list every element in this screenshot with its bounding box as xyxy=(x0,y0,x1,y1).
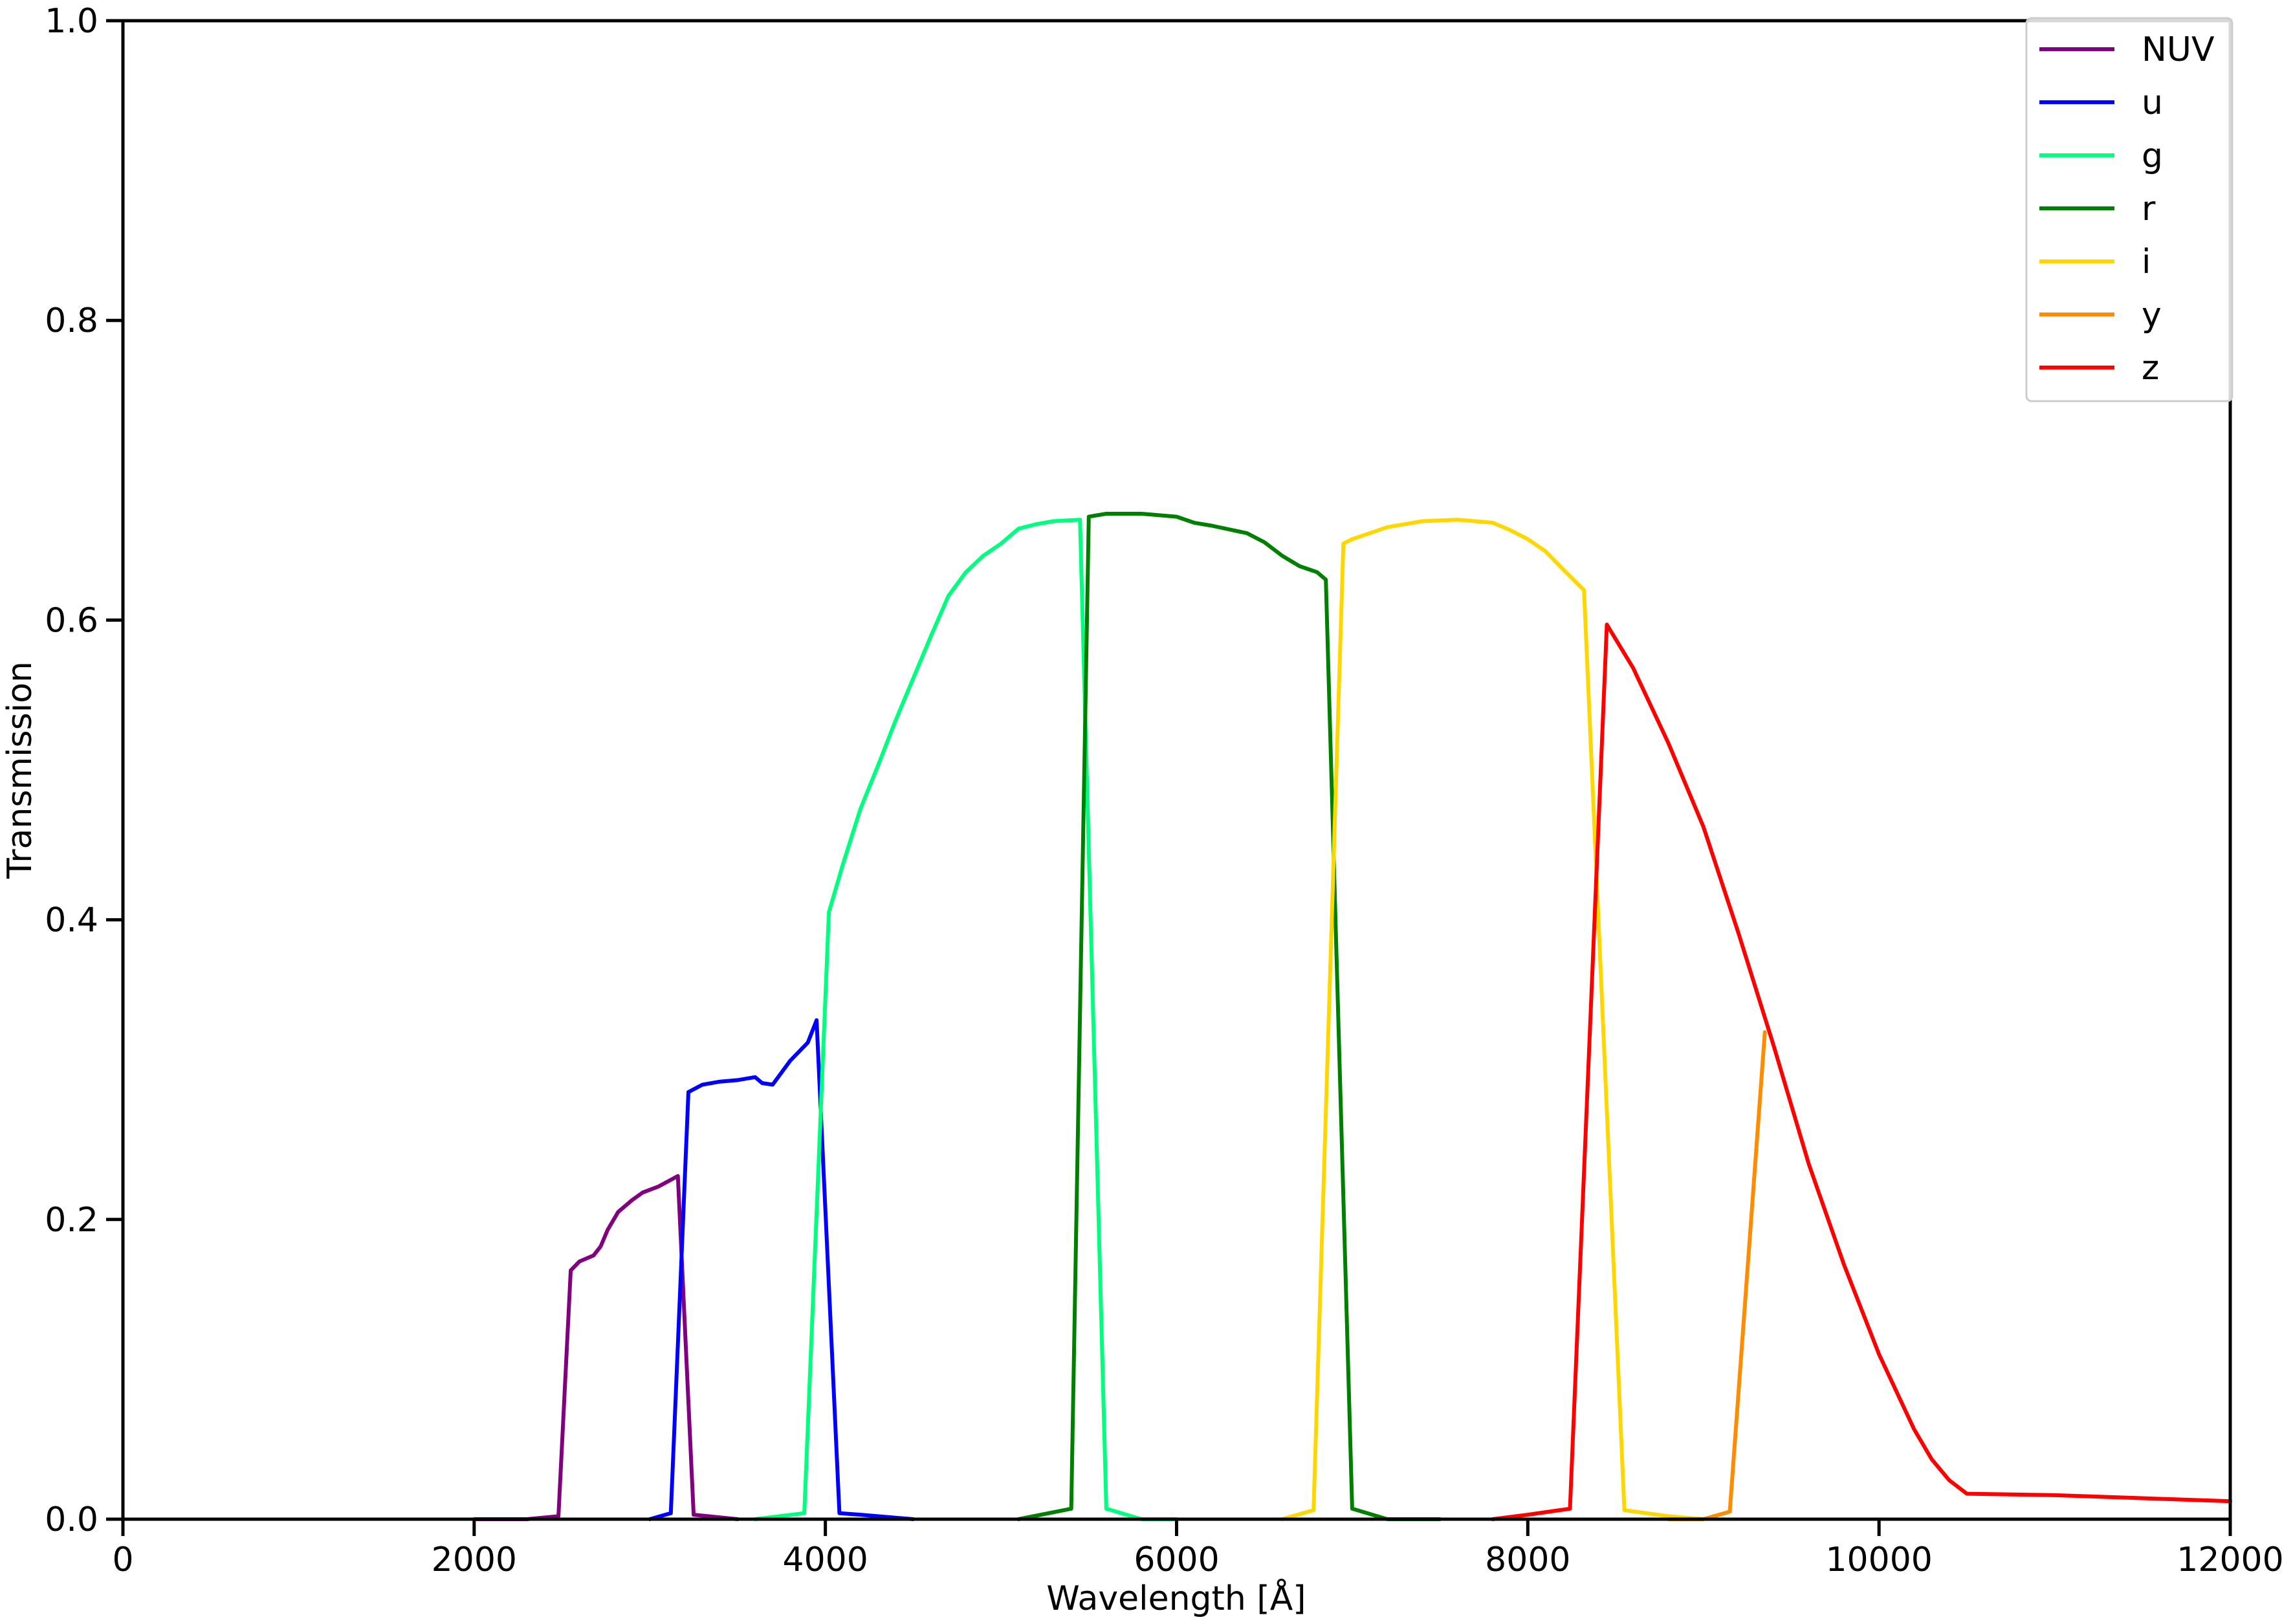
x-tick-label: 0 xyxy=(112,1541,133,1579)
x-tick-label: 4000 xyxy=(782,1541,868,1579)
legend-label-u: u xyxy=(2142,83,2163,122)
x-axis-ticks: 0 2000 4000 6000 8000 10000 12000 xyxy=(112,1519,2284,1579)
x-tick-label: 2000 xyxy=(432,1541,517,1579)
legend-label-g: g xyxy=(2142,137,2163,175)
y-tick-label: 1.0 xyxy=(45,2,98,41)
y-tick-label: 0.6 xyxy=(45,601,98,640)
legend-label-z: z xyxy=(2142,349,2159,388)
legend-label-r: r xyxy=(2142,190,2156,228)
legend-label-y: y xyxy=(2142,296,2162,335)
series-line-i xyxy=(1280,518,1706,1521)
y-tick-label: 0.0 xyxy=(45,1500,98,1539)
series-line-u xyxy=(648,1018,916,1521)
x-tick-label: 10000 xyxy=(1825,1541,1932,1579)
legend-frame xyxy=(2025,17,2233,402)
y-axis-label: Transmission xyxy=(1,661,39,879)
y-axis-ticks: 0.0 0.2 0.4 0.6 0.8 1.0 xyxy=(45,2,123,1539)
x-axis-label: Wavelength [Å] xyxy=(1046,1578,1306,1618)
x-tick-label: 12000 xyxy=(2177,1541,2283,1579)
legend-label-nuv: NUV xyxy=(2142,30,2215,69)
x-tick-label: 6000 xyxy=(1134,1541,1219,1579)
x-tick-label: 8000 xyxy=(1485,1541,1570,1579)
y-tick-label: 0.2 xyxy=(45,1201,98,1240)
series-line-z xyxy=(1491,622,2232,1521)
series-line-g xyxy=(753,518,1179,1521)
y-tick-label: 0.4 xyxy=(45,901,98,940)
series-line-nuv xyxy=(472,1174,740,1521)
legend-label-i: i xyxy=(2142,243,2151,281)
y-tick-label: 0.8 xyxy=(45,302,98,340)
